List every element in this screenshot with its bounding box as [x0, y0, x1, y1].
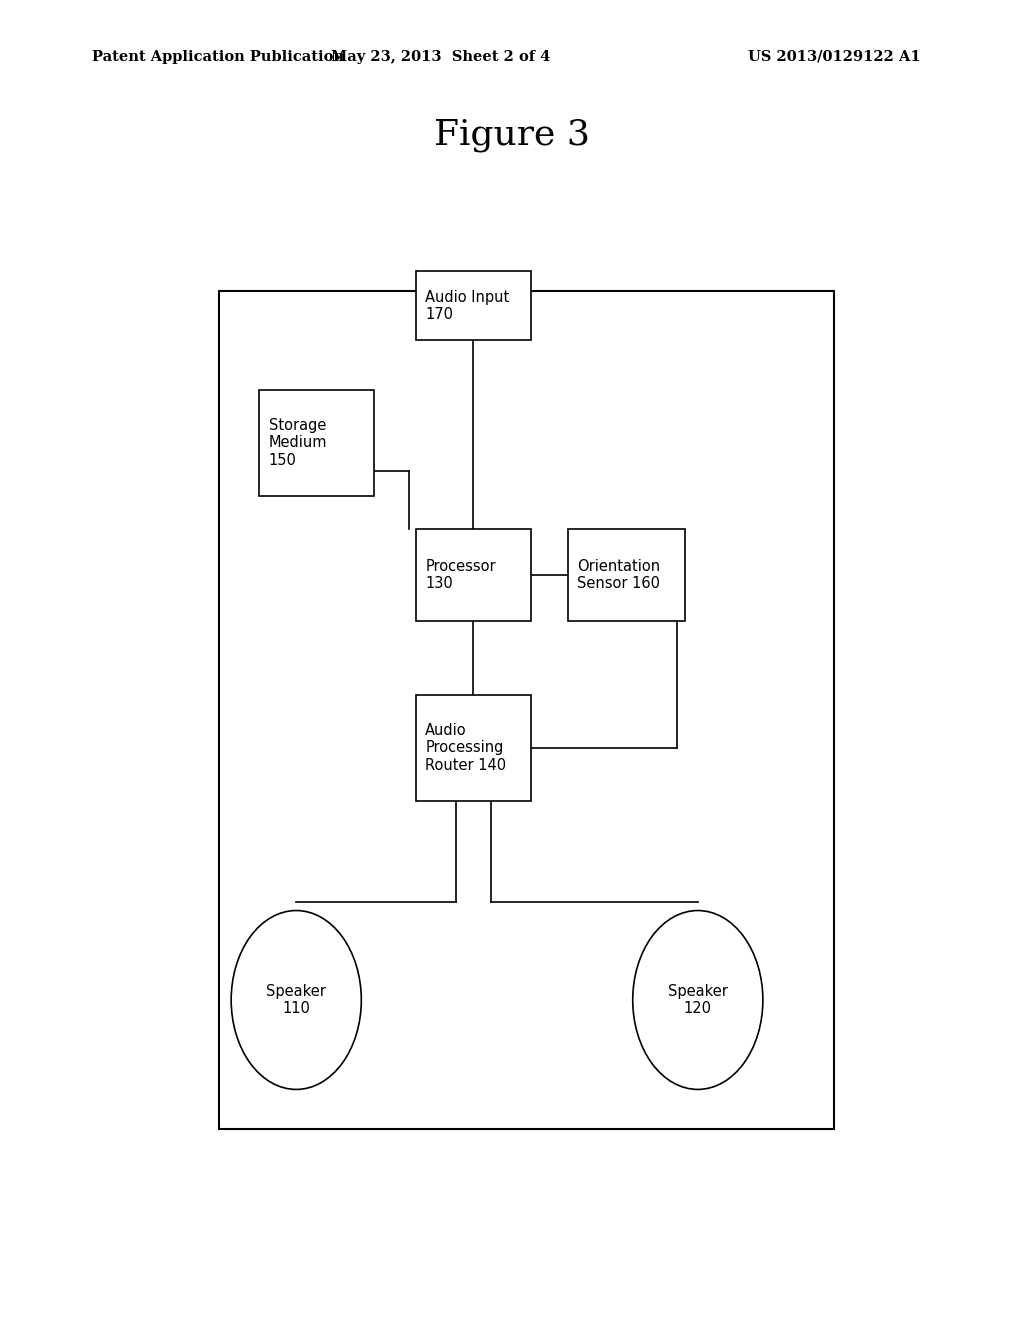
- Text: Audio Input
170: Audio Input 170: [425, 289, 510, 322]
- Ellipse shape: [633, 911, 763, 1089]
- Text: Speaker
120: Speaker 120: [668, 983, 728, 1016]
- Bar: [416, 694, 530, 801]
- Bar: [416, 271, 530, 341]
- Text: Orientation
Sensor 160: Orientation Sensor 160: [578, 558, 660, 591]
- Bar: [567, 529, 685, 620]
- Text: Patent Application Publication: Patent Application Publication: [92, 50, 344, 63]
- Text: Speaker
110: Speaker 110: [266, 983, 327, 1016]
- Text: Audio
Processing
Router 140: Audio Processing Router 140: [425, 723, 506, 772]
- Text: Storage
Medium
150: Storage Medium 150: [269, 418, 328, 467]
- Text: Figure 3: Figure 3: [434, 117, 590, 152]
- Bar: [219, 290, 835, 1129]
- Text: May 23, 2013  Sheet 2 of 4: May 23, 2013 Sheet 2 of 4: [331, 50, 550, 63]
- Text: Processor
130: Processor 130: [425, 558, 496, 591]
- Text: US 2013/0129122 A1: US 2013/0129122 A1: [749, 50, 921, 63]
- Ellipse shape: [231, 911, 361, 1089]
- Bar: [416, 529, 530, 620]
- Bar: [259, 389, 375, 496]
